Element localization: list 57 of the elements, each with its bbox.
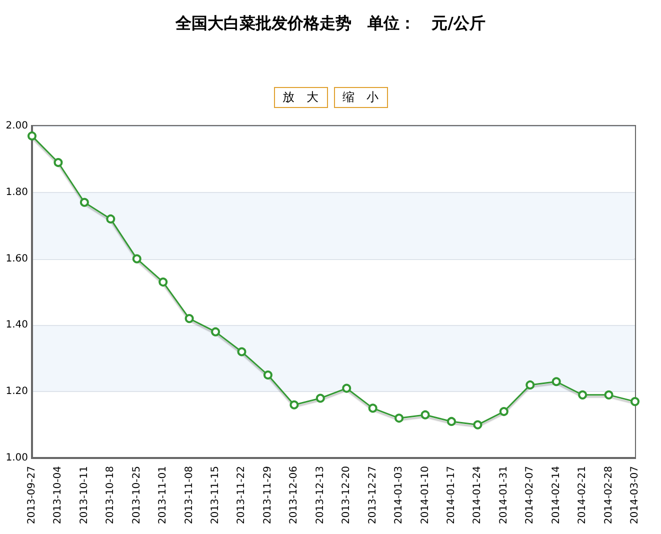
- point: [394, 414, 404, 423]
- point: [263, 370, 272, 380]
- x-tick-label: 2013-11-01: [158, 466, 169, 524]
- y-tick-label: 1.20: [6, 386, 28, 398]
- x-tick-label: 2014-01-31: [498, 466, 510, 524]
- y-tick-label: 1.60: [6, 253, 28, 264]
- x-tick-label: 2014-01-17: [446, 466, 457, 524]
- text: 缩 小: [334, 87, 388, 108]
- point: [80, 198, 89, 207]
- x-tick-label: 2014-01-24: [472, 466, 484, 524]
- x-tick-label: 2013-11-08: [184, 466, 195, 524]
- x-tick-label: 2013-10-25: [131, 466, 142, 524]
- point: [630, 397, 640, 406]
- point: [158, 278, 168, 287]
- x-tick-label: 2013-12-06: [288, 466, 300, 524]
- point: [132, 254, 142, 264]
- y-tick-label: 1.80: [6, 186, 28, 198]
- x-tick-label: 2013-11-15: [210, 466, 222, 524]
- point: [28, 131, 36, 140]
- point: [499, 407, 508, 416]
- text: 放 大: [274, 87, 328, 108]
- x-tick-label: 2014-02-14: [550, 466, 562, 524]
- x-tick-label: 2013-11-29: [262, 466, 274, 524]
- x-tick-label: 2014-02-21: [577, 466, 588, 524]
- y-tick-label: 1.40: [6, 320, 28, 331]
- point: [237, 347, 246, 356]
- point: [473, 420, 482, 430]
- point: [578, 390, 588, 400]
- point: [552, 377, 561, 386]
- point: [420, 410, 430, 420]
- point: [604, 390, 614, 400]
- point: [342, 384, 352, 393]
- x-tick-label: 2013-09-27: [26, 466, 38, 524]
- point: [368, 404, 378, 413]
- point: [316, 394, 325, 403]
- x-tick-label: 2013-10-18: [105, 466, 116, 524]
- x-tick-label: 2013-12-20: [341, 466, 352, 524]
- point: [211, 327, 220, 336]
- x-tick-label: 2014-01-03: [394, 466, 405, 524]
- x-tick-label: 2013-10-04: [52, 466, 64, 524]
- point: [526, 380, 535, 390]
- x-tick-label: 2013-12-27: [367, 466, 378, 524]
- x-tick-label: 2014-02-28: [603, 466, 614, 524]
- x-tick-label: 2013-11-22: [236, 466, 248, 524]
- x-tick-label: 2013-10-11: [78, 466, 90, 524]
- point: [54, 158, 63, 168]
- point: [446, 416, 456, 426]
- x-tick-label: 2014-02-07: [524, 466, 536, 524]
- y-tick-label: 2.00: [6, 120, 28, 132]
- y-tick-label: 1.00: [6, 452, 28, 464]
- point: [106, 214, 116, 224]
- point: [184, 314, 194, 324]
- chart-title: 全国大白菜批发价格走势 单位： 元/公斤: [174, 14, 486, 32]
- x-tick-label: 2014-01-10: [420, 466, 431, 524]
- point: [290, 400, 299, 410]
- x-tick-label: 2014-03-07: [630, 466, 640, 524]
- x-tick-label: 2013-12-13: [314, 466, 326, 524]
